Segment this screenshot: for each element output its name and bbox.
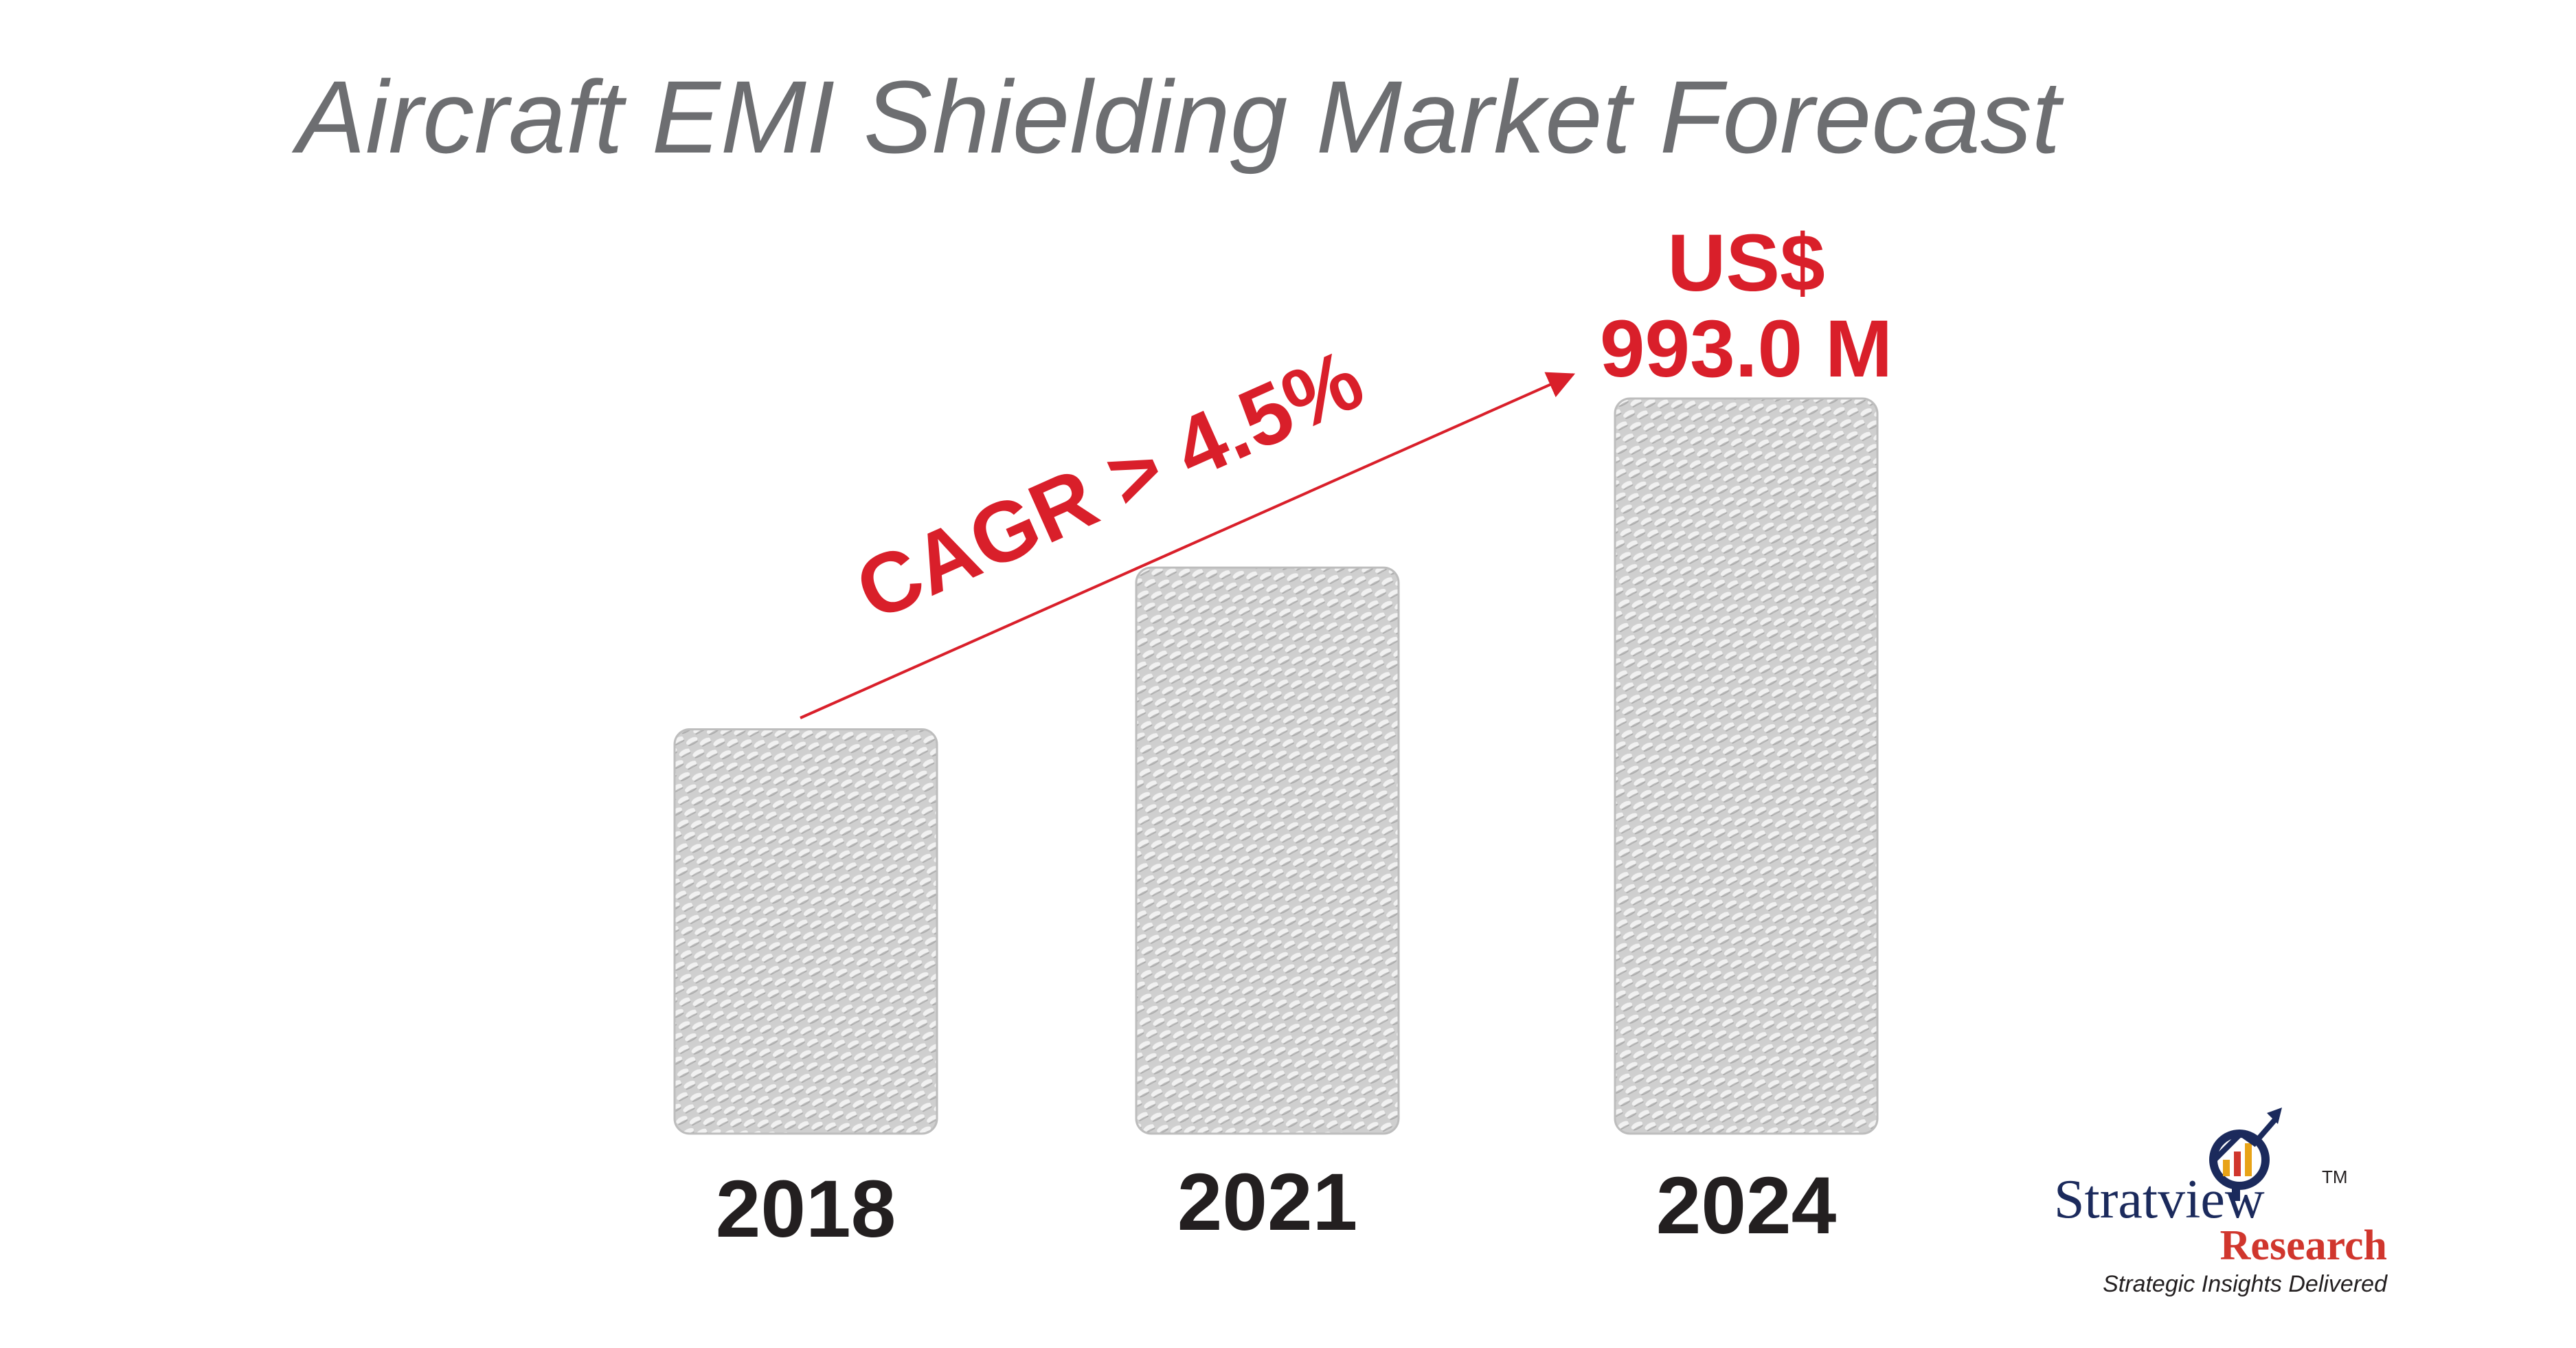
chart-title: Aircraft EMI Shielding Market Forecast bbox=[291, 59, 2064, 175]
bars-group bbox=[673, 397, 1879, 1135]
bar-outline-2024 bbox=[1614, 397, 1879, 1135]
x-tick-label-2024: 2024 bbox=[1656, 1160, 1837, 1251]
x-tick-labels: 2018 2021 2024 bbox=[716, 1157, 1837, 1255]
bar-2018 bbox=[675, 729, 937, 1134]
brand-tagline: Strategic Insights Delivered bbox=[2103, 1271, 2388, 1297]
magnifier-growth-chart-icon bbox=[2209, 1108, 2282, 1201]
bar-2024 bbox=[1615, 398, 1877, 1134]
bar-outline-2018 bbox=[673, 728, 938, 1135]
brand-logo: Stratview TM Research Strategic Insights… bbox=[2054, 1108, 2388, 1297]
bar-outline-2021 bbox=[1135, 566, 1400, 1135]
cagr-arrow bbox=[800, 372, 1576, 719]
value-label-2024-currency: US$ bbox=[1667, 218, 1825, 308]
x-tick-label-2018: 2018 bbox=[716, 1164, 896, 1255]
bar-2021 bbox=[1136, 568, 1399, 1134]
x-tick-label-2021: 2021 bbox=[1177, 1157, 1358, 1248]
value-label-2024-amount: 993.0 M bbox=[1600, 304, 1893, 394]
brand-name: Stratview bbox=[2054, 1169, 2265, 1230]
brand-sub: Research bbox=[2220, 1222, 2387, 1269]
brand-trademark: TM bbox=[2322, 1167, 2348, 1187]
